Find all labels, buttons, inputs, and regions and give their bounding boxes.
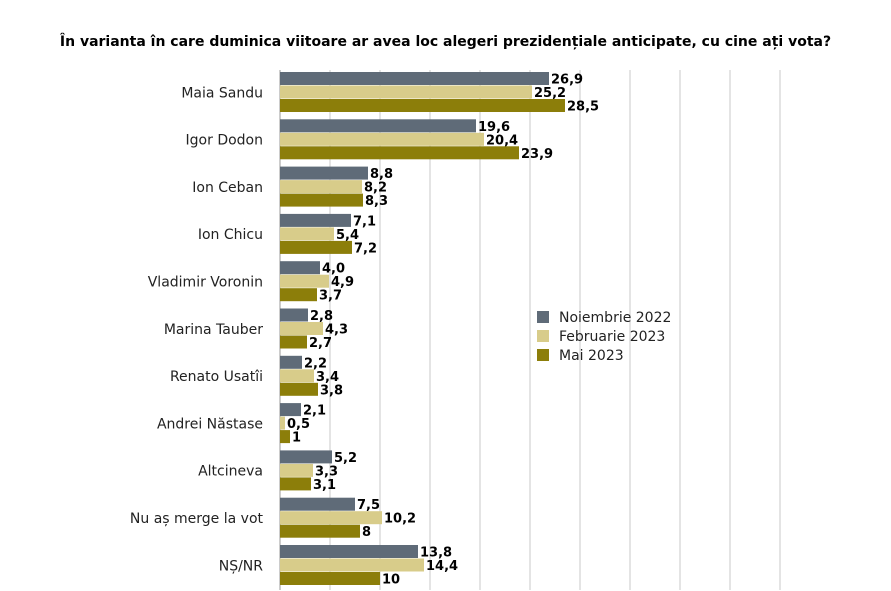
bar — [280, 558, 424, 572]
legend-label: Noiembrie 2022 — [559, 310, 671, 326]
bar — [280, 477, 311, 491]
bar — [280, 572, 380, 585]
data-label: 7,5 — [357, 498, 380, 513]
bar — [280, 85, 532, 99]
bar — [280, 545, 418, 558]
category-label: Igor Dodon — [186, 133, 263, 149]
bar — [280, 369, 314, 383]
bar — [280, 497, 355, 511]
data-label: 13,8 — [420, 546, 452, 561]
bar — [280, 524, 360, 538]
data-label: 25,2 — [534, 86, 566, 101]
data-label: 0,5 — [287, 417, 310, 432]
legend-label: Februarie 2023 — [559, 329, 665, 345]
data-label: 10,2 — [384, 512, 416, 527]
data-label: 4,3 — [325, 323, 348, 338]
legend-label: Mai 2023 — [559, 348, 624, 364]
data-label: 23,9 — [521, 147, 553, 162]
bar — [280, 119, 476, 133]
bar — [280, 308, 308, 322]
data-label: 2,2 — [304, 356, 327, 371]
bar — [280, 193, 363, 207]
data-label: 8 — [362, 525, 371, 540]
data-label: 4,0 — [322, 262, 345, 277]
category-label: Ion Ceban — [192, 180, 263, 196]
data-label: 4,9 — [331, 275, 354, 290]
data-label: 7,2 — [354, 241, 377, 256]
data-label: 5,2 — [334, 451, 357, 466]
data-label: 2,8 — [310, 309, 333, 324]
data-label: 2,7 — [309, 336, 332, 351]
data-label: 10 — [382, 573, 400, 588]
bar — [280, 227, 334, 241]
bar — [280, 322, 323, 335]
category-label: NȘ/NR — [219, 558, 264, 574]
data-label: 14,4 — [426, 559, 458, 574]
data-label: 8,3 — [365, 194, 388, 209]
data-label: 1 — [292, 431, 301, 446]
data-label: 26,9 — [551, 73, 583, 88]
bar — [280, 146, 519, 160]
bar — [280, 261, 320, 275]
data-label: 3,8 — [320, 383, 343, 398]
data-label: 19,6 — [478, 120, 510, 135]
bar — [280, 166, 368, 180]
bar — [280, 355, 302, 369]
category-label: Andrei Năstase — [157, 416, 263, 432]
chart-title: În varianta în care duminica viitoare ar… — [59, 34, 832, 50]
data-label: 3,4 — [316, 370, 339, 385]
bar — [280, 132, 484, 146]
bar — [280, 335, 307, 349]
bar — [280, 403, 301, 417]
bar — [280, 240, 352, 254]
bar — [280, 463, 313, 477]
data-label: 3,3 — [315, 464, 338, 479]
bar — [280, 430, 290, 444]
bar — [280, 213, 351, 227]
category-label: Nu aș merge la vot — [130, 511, 264, 527]
data-label: 20,4 — [486, 133, 518, 148]
category-label: Vladimir Voronin — [148, 274, 263, 290]
bar — [280, 180, 362, 194]
bar — [280, 288, 317, 302]
category-label: Marina Tauber — [164, 322, 263, 338]
bar — [280, 382, 318, 396]
data-label: 7,1 — [353, 214, 376, 229]
bar — [280, 99, 565, 112]
data-label: 2,1 — [303, 404, 326, 419]
data-label: 28,5 — [567, 100, 599, 115]
data-label: 5,4 — [336, 228, 359, 243]
category-label: Renato Usatîi — [170, 369, 263, 385]
data-label: 8,8 — [370, 167, 393, 182]
bar — [280, 450, 332, 464]
bar — [280, 511, 382, 525]
data-label: 3,7 — [319, 289, 342, 304]
legend-swatch — [537, 330, 549, 342]
bar — [280, 416, 285, 430]
legend-swatch — [537, 349, 549, 361]
legend-swatch — [537, 311, 549, 323]
data-label: 3,1 — [313, 478, 336, 493]
category-label: Ion Chicu — [198, 227, 263, 243]
bar — [280, 274, 329, 288]
bar — [280, 72, 549, 85]
category-label: Altcineva — [198, 464, 263, 480]
category-label: Maia Sandu — [181, 85, 263, 101]
data-label: 8,2 — [364, 181, 387, 196]
